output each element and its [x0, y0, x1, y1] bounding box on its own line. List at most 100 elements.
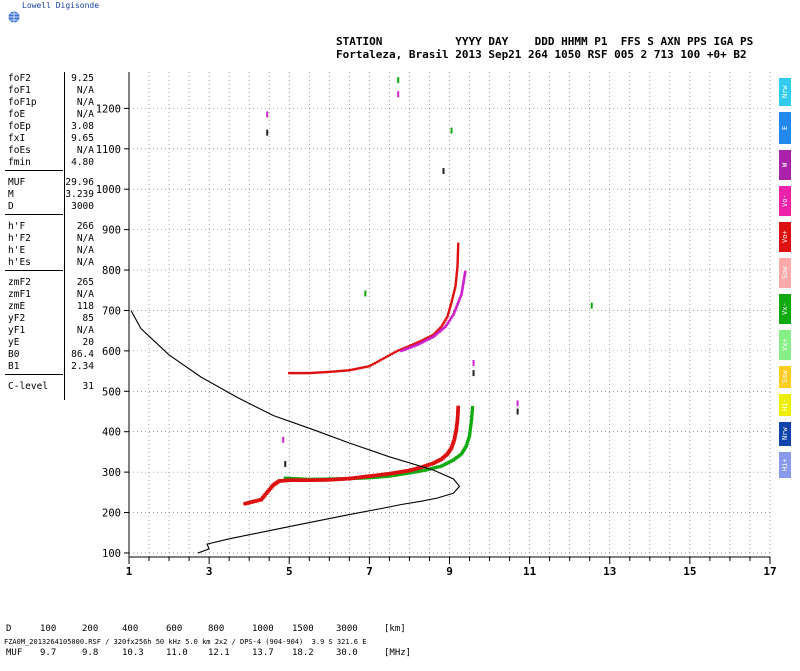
multihop-echo-point [292, 371, 295, 375]
multihop-echo-point [373, 361, 377, 365]
multihop-x-echo-point [445, 323, 448, 327]
o-trace-point [456, 405, 460, 410]
y-tick-label: 1000 [96, 184, 121, 196]
electron-density-profile [130, 310, 461, 554]
multihop-echo-point [456, 252, 460, 256]
x-tick-label: 9 [446, 565, 453, 578]
legend-button-vo[interactable]: Vo+ [779, 222, 791, 252]
param-value: 3.239 [65, 189, 94, 200]
multihop-echo-point [450, 301, 453, 304]
y-tick-label: 800 [102, 265, 121, 277]
o-trace-point [455, 413, 460, 418]
multihop-echo-point [428, 335, 432, 338]
multihop-echo-point [445, 317, 448, 320]
x-trace-point [387, 474, 392, 478]
o-trace-point [455, 419, 460, 424]
legend-button-hi[interactable]: Hi+ [779, 452, 791, 478]
param-value: 29.96 [65, 177, 94, 188]
multihop-x-echo-point [446, 321, 450, 325]
x-tick-label: 11 [523, 565, 537, 578]
o-trace-point [456, 409, 460, 414]
o-trace-point [407, 468, 412, 473]
o-trace-point [454, 423, 459, 428]
legend-button-vx[interactable]: Vx- [779, 294, 791, 324]
y-tick-label: 200 [102, 508, 121, 520]
o-trace-point [367, 474, 372, 478]
o-trace-point [415, 466, 420, 471]
panel-divider [64, 72, 65, 400]
multihop-x-echo-point [448, 318, 452, 321]
param-name: yF1 [8, 325, 26, 336]
param-name: zmF2 [8, 277, 31, 288]
x-trace-point [401, 472, 406, 476]
multihop-echo-point [456, 254, 460, 258]
multihop-echo-point [379, 358, 382, 362]
param-value: N/A [76, 85, 94, 96]
legend-button-e[interactable]: E [779, 112, 791, 144]
param-name: yF2 [8, 313, 26, 324]
o-trace-point [419, 465, 424, 470]
multihop-x-echo-point [449, 316, 453, 320]
multihop-echo-point [453, 287, 457, 290]
x-trace-point [403, 471, 408, 476]
param-name: foEp [8, 121, 31, 132]
legend-button-hi[interactable]: Hi- [779, 394, 791, 416]
x-trace-point [407, 471, 412, 475]
multihop-x-echo-point [462, 278, 466, 282]
legend-button-nrw[interactable]: Nrw [779, 422, 791, 446]
param-value: N/A [76, 325, 94, 336]
multihop-echo-point [454, 285, 457, 288]
param-value: 118 [76, 301, 94, 312]
legend-button-vo[interactable]: Vo- [779, 186, 791, 216]
o-trace-point [295, 478, 300, 483]
panel-separator [5, 374, 63, 375]
multihop-echo-point [448, 309, 451, 312]
o-trace-point [347, 476, 352, 481]
echo-fragment [472, 370, 475, 377]
multihop-echo-point [438, 326, 442, 330]
x-tick-label: 13 [603, 565, 616, 578]
x-trace-point [389, 474, 394, 478]
x-trace-point [469, 422, 473, 426]
multihop-x-echo-point [419, 341, 423, 345]
multihop-echo-point [386, 354, 390, 358]
o-trace-point [451, 440, 456, 444]
echo-fragment [364, 290, 367, 297]
multihop-x-echo-point [430, 336, 433, 339]
x-trace-point [411, 470, 416, 474]
x-trace-point [461, 449, 466, 453]
o-trace-point [395, 470, 400, 475]
x-trace-point [417, 469, 422, 473]
multihop-x-echo-point [460, 288, 464, 292]
param-name: MUF [8, 177, 26, 188]
o-trace-point [363, 474, 368, 479]
legend-button-ssw[interactable]: Ssw [779, 366, 791, 388]
multihop-x-echo-point [408, 346, 411, 350]
legend-button-w[interactable]: W [779, 150, 791, 180]
param-value: 85 [82, 313, 94, 324]
x-trace-point [435, 465, 440, 469]
multihop-echo-point [308, 371, 311, 375]
o-trace-point [353, 476, 358, 480]
multihop-echo-point [324, 370, 327, 374]
legend-button-sow[interactable]: Sow [779, 258, 791, 288]
multihop-x-echo-point [414, 344, 417, 347]
x-trace-point [470, 415, 474, 420]
multihop-x-echo-point [461, 284, 465, 288]
y-tick-label: 900 [102, 225, 121, 237]
o-trace-point [251, 499, 255, 504]
legend-button-vx[interactable]: Vx+ [779, 330, 791, 360]
multihop-echo-point [421, 338, 425, 342]
multihop-echo-point [396, 349, 399, 353]
x-trace-point [466, 440, 470, 444]
param-value: 31 [82, 381, 94, 392]
echo-fragment [516, 400, 519, 407]
multihop-echo-point [455, 276, 458, 280]
multihop-echo-point [449, 305, 452, 308]
multihop-echo-point [392, 351, 395, 355]
x-trace-point [468, 432, 472, 436]
multihop-echo-point [423, 337, 427, 341]
multihop-echo-point [352, 368, 355, 371]
multihop-echo-point [456, 262, 459, 266]
legend-button-nrw[interactable]: Nrw [779, 78, 791, 106]
